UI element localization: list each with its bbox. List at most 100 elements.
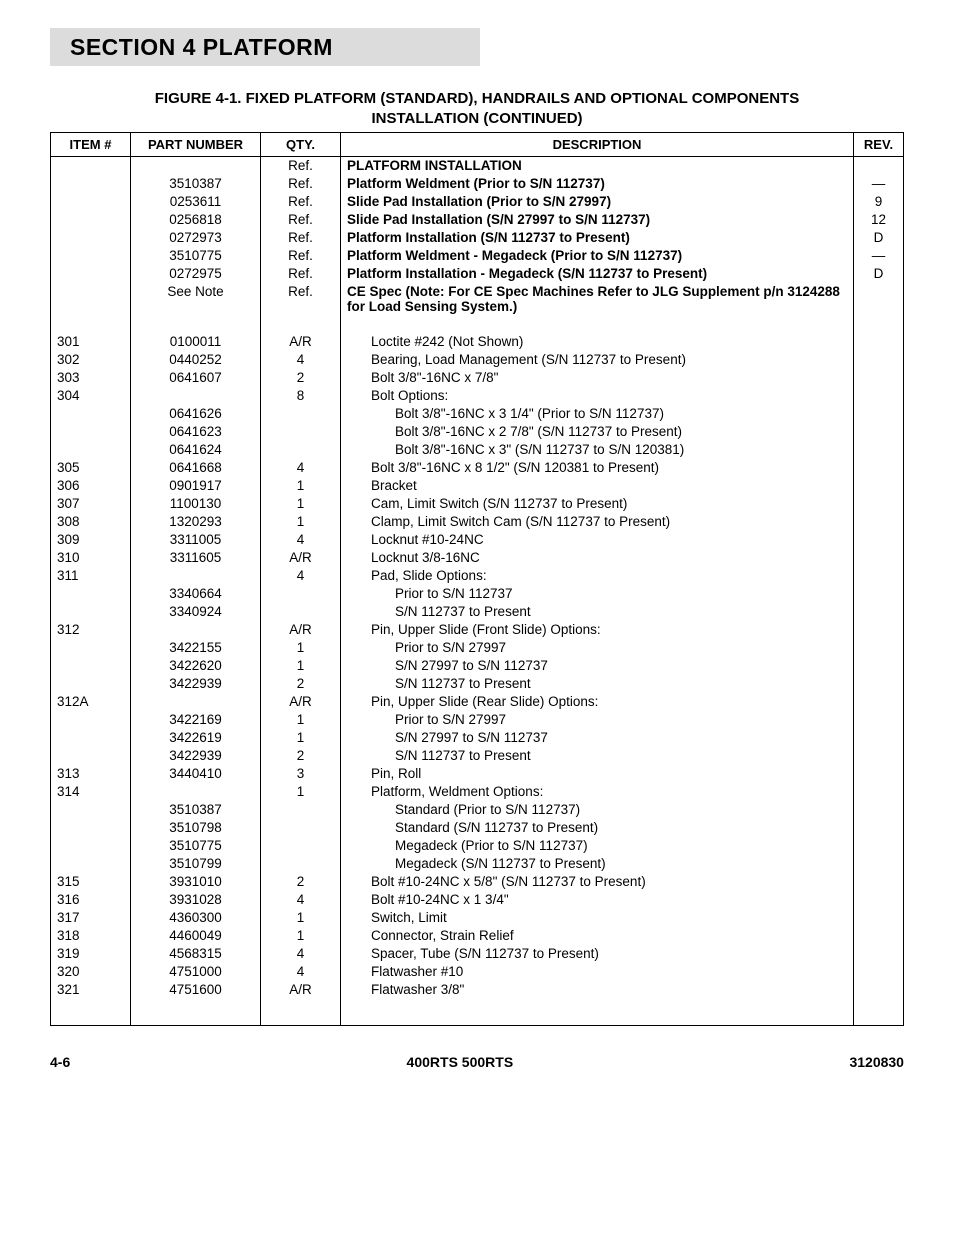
cell-rev bbox=[854, 423, 904, 441]
cell-rev bbox=[854, 477, 904, 495]
table-row: 3103311605A/RLocknut 3/8-16NC bbox=[51, 549, 904, 567]
cell-qty: A/R bbox=[261, 981, 341, 1026]
table-row: 30711001301Cam, Limit Switch (S/N 112737… bbox=[51, 495, 904, 513]
cell-part: 3422939 bbox=[131, 747, 261, 765]
cell-item bbox=[51, 405, 131, 423]
cell-qty: 1 bbox=[261, 909, 341, 927]
cell-qty: 1 bbox=[261, 729, 341, 747]
cell-rev bbox=[854, 783, 904, 801]
page-footer: 4-6 400RTS 500RTS 3120830 bbox=[50, 1054, 904, 1070]
table-row: 3141Platform, Weldment Options: bbox=[51, 783, 904, 801]
cell-part bbox=[131, 567, 261, 585]
cell-part bbox=[131, 693, 261, 711]
cell-desc: Locknut 3/8-16NC bbox=[341, 549, 854, 567]
cell-item bbox=[51, 747, 131, 765]
cell-item bbox=[51, 265, 131, 283]
cell-qty: 1 bbox=[261, 477, 341, 495]
cell-part: 3440410 bbox=[131, 765, 261, 783]
table-body: Ref.PLATFORM INSTALLATION3510387Ref.Plat… bbox=[51, 156, 904, 1026]
cell-rev bbox=[854, 837, 904, 855]
cell-qty bbox=[261, 819, 341, 837]
cell-desc: Standard (S/N 112737 to Present) bbox=[341, 819, 854, 837]
cell-qty: 4 bbox=[261, 459, 341, 477]
table-row: 34226201S/N 27997 to S/N 112737 bbox=[51, 657, 904, 675]
cell-item bbox=[51, 639, 131, 657]
cell-part: 3510775 bbox=[131, 247, 261, 265]
cell-part: 3311005 bbox=[131, 531, 261, 549]
col-desc: DESCRIPTION bbox=[341, 132, 854, 156]
table-row: 34221551Prior to S/N 27997 bbox=[51, 639, 904, 657]
cell-item bbox=[51, 657, 131, 675]
cell-item bbox=[51, 675, 131, 693]
cell-qty: 2 bbox=[261, 369, 341, 387]
table-row: 34229392S/N 112737 to Present bbox=[51, 675, 904, 693]
cell-desc: Cam, Limit Switch (S/N 112737 to Present… bbox=[341, 495, 854, 513]
cell-desc: Platform, Weldment Options: bbox=[341, 783, 854, 801]
cell-part: 0440252 bbox=[131, 351, 261, 369]
cell-qty: 2 bbox=[261, 675, 341, 693]
table-row: 3340664Prior to S/N 112737 bbox=[51, 585, 904, 603]
cell-desc: Megadeck (S/N 112737 to Present) bbox=[341, 855, 854, 873]
cell-part: 0641626 bbox=[131, 405, 261, 423]
cell-part: 3311605 bbox=[131, 549, 261, 567]
cell-part: See Note bbox=[131, 283, 261, 316]
cell-rev: — bbox=[854, 247, 904, 265]
table-row bbox=[51, 316, 904, 333]
table-row: 30933110054Locknut #10-24NC bbox=[51, 531, 904, 549]
cell-qty: A/R bbox=[261, 333, 341, 351]
page: SECTION 4 PLATFORM FIGURE 4-1. FIXED PLA… bbox=[0, 0, 954, 1235]
cell-qty bbox=[261, 837, 341, 855]
cell-part: 0256818 bbox=[131, 211, 261, 229]
cell-qty: 1 bbox=[261, 783, 341, 801]
cell-rev: D bbox=[854, 229, 904, 247]
col-part: PART NUMBER bbox=[131, 132, 261, 156]
table-row: 32047510004Flatwasher #10 bbox=[51, 963, 904, 981]
cell-item bbox=[51, 837, 131, 855]
section-title: SECTION 4 PLATFORM bbox=[50, 28, 904, 61]
cell-item bbox=[51, 441, 131, 459]
table-row: See NoteRef.CE Spec (Note: For CE Spec M… bbox=[51, 283, 904, 316]
cell-item: 303 bbox=[51, 369, 131, 387]
cell-qty: 4 bbox=[261, 351, 341, 369]
cell-part: 0641623 bbox=[131, 423, 261, 441]
col-item: ITEM # bbox=[51, 132, 131, 156]
cell-part: 3510798 bbox=[131, 819, 261, 837]
cell-desc: Switch, Limit bbox=[341, 909, 854, 927]
cell-item: 312 bbox=[51, 621, 131, 639]
table-row: 312A/RPin, Upper Slide (Front Slide) Opt… bbox=[51, 621, 904, 639]
cell-desc: Pad, Slide Options: bbox=[341, 567, 854, 585]
cell-qty: 4 bbox=[261, 567, 341, 585]
table-row: 3048Bolt Options: bbox=[51, 387, 904, 405]
cell-item: 319 bbox=[51, 945, 131, 963]
cell-desc: Standard (Prior to S/N 112737) bbox=[341, 801, 854, 819]
cell-part: 3931010 bbox=[131, 873, 261, 891]
cell-part: 0253611 bbox=[131, 193, 261, 211]
table-row: 3214751600A/RFlatwasher 3/8" bbox=[51, 981, 904, 1026]
parts-table: ITEM # PART NUMBER QTY. DESCRIPTION REV.… bbox=[50, 132, 904, 1027]
cell-rev bbox=[854, 387, 904, 405]
table-row: 0641623Bolt 3/8"-16NC x 2 7/8" (S/N 1127… bbox=[51, 423, 904, 441]
cell-item: 302 bbox=[51, 351, 131, 369]
cell-rev bbox=[854, 333, 904, 351]
table-row: 31743603001Switch, Limit bbox=[51, 909, 904, 927]
cell-rev bbox=[854, 657, 904, 675]
table-row: 3340924S/N 112737 to Present bbox=[51, 603, 904, 621]
cell-rev bbox=[854, 747, 904, 765]
cell-rev bbox=[854, 909, 904, 927]
table-row: 0641626Bolt 3/8"-16NC x 3 1/4" (Prior to… bbox=[51, 405, 904, 423]
cell-part: 1100130 bbox=[131, 495, 261, 513]
cell-qty: 4 bbox=[261, 531, 341, 549]
cell-qty: 8 bbox=[261, 387, 341, 405]
cell-qty bbox=[261, 441, 341, 459]
cell-qty: A/R bbox=[261, 549, 341, 567]
cell-part bbox=[131, 621, 261, 639]
cell-desc: Prior to S/N 27997 bbox=[341, 711, 854, 729]
cell-item: 308 bbox=[51, 513, 131, 531]
cell-rev bbox=[854, 351, 904, 369]
cell-part: 3931028 bbox=[131, 891, 261, 909]
cell-item bbox=[51, 801, 131, 819]
cell-rev: D bbox=[854, 265, 904, 283]
cell-qty: Ref. bbox=[261, 211, 341, 229]
cell-qty bbox=[261, 585, 341, 603]
cell-item: 313 bbox=[51, 765, 131, 783]
